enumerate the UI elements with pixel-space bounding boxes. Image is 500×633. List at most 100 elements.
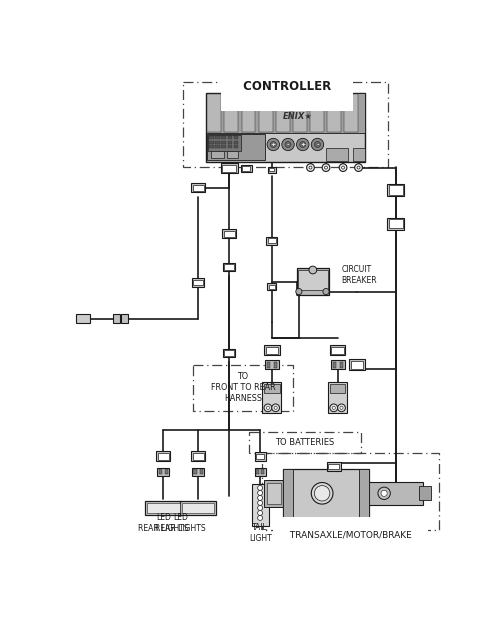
Bar	[147, 503, 180, 513]
Bar	[113, 314, 120, 323]
Bar	[222, 145, 226, 148]
Circle shape	[309, 166, 312, 169]
Bar	[254, 468, 266, 475]
Circle shape	[342, 166, 344, 169]
Bar	[192, 185, 203, 191]
Bar	[262, 470, 264, 474]
Bar	[224, 94, 238, 132]
Bar	[165, 469, 168, 475]
Circle shape	[378, 487, 390, 499]
Bar	[389, 219, 402, 229]
Bar	[209, 136, 214, 139]
Bar	[258, 94, 272, 132]
Bar	[387, 184, 404, 196]
Bar	[256, 470, 259, 474]
Bar	[242, 166, 250, 171]
Bar	[222, 165, 236, 172]
Bar	[353, 147, 365, 161]
Circle shape	[258, 496, 262, 500]
Bar	[327, 462, 340, 470]
Text: -: -	[286, 142, 290, 147]
Bar	[206, 134, 265, 160]
Bar	[270, 168, 274, 172]
Circle shape	[258, 510, 262, 515]
Bar	[274, 361, 277, 368]
Text: LED
REAR LIGHTS: LED REAR LIGHTS	[155, 513, 206, 532]
Circle shape	[274, 406, 277, 410]
Circle shape	[296, 289, 302, 294]
Circle shape	[258, 501, 262, 505]
Circle shape	[324, 166, 328, 169]
Text: +: +	[300, 142, 306, 147]
Bar	[264, 345, 280, 355]
Bar	[267, 482, 281, 504]
Bar	[224, 231, 234, 237]
Bar	[234, 136, 238, 139]
Bar	[332, 347, 344, 354]
Bar	[326, 147, 347, 161]
Circle shape	[258, 506, 262, 510]
Bar	[327, 94, 340, 132]
Circle shape	[322, 164, 330, 172]
Circle shape	[266, 406, 270, 410]
Circle shape	[258, 486, 262, 491]
Bar	[182, 82, 388, 167]
Bar	[223, 349, 235, 358]
Text: -: -	[316, 142, 319, 147]
Text: TRANSAXLE/MOTOR/BRAKE: TRANSAXLE/MOTOR/BRAKE	[287, 530, 414, 539]
Bar	[276, 94, 289, 132]
Bar	[262, 382, 281, 413]
Circle shape	[272, 404, 280, 411]
Bar	[194, 469, 196, 475]
Circle shape	[332, 406, 336, 410]
Bar	[200, 469, 203, 475]
Circle shape	[357, 166, 360, 169]
Bar	[267, 284, 276, 291]
Bar	[328, 463, 339, 469]
Circle shape	[338, 404, 345, 411]
Bar	[368, 482, 423, 505]
Circle shape	[282, 139, 294, 151]
Bar	[248, 432, 361, 453]
Bar	[208, 94, 222, 132]
Bar	[222, 229, 236, 239]
Bar	[242, 94, 256, 132]
Bar	[228, 141, 232, 144]
Circle shape	[312, 139, 324, 151]
Bar	[328, 382, 347, 413]
Bar	[264, 480, 283, 507]
Bar	[268, 167, 276, 173]
Bar	[284, 468, 368, 518]
Circle shape	[300, 141, 306, 147]
Bar	[212, 151, 224, 158]
Bar	[268, 239, 276, 243]
Bar	[266, 347, 278, 354]
Bar	[158, 453, 168, 460]
Circle shape	[309, 266, 316, 274]
Bar	[76, 314, 90, 323]
Bar	[330, 384, 345, 393]
Bar	[209, 141, 214, 144]
Bar	[351, 361, 363, 368]
Circle shape	[330, 404, 338, 411]
Bar	[146, 501, 181, 515]
Bar	[208, 135, 241, 151]
Bar	[192, 468, 204, 476]
Bar	[266, 361, 270, 368]
Bar	[156, 451, 170, 461]
Bar	[227, 151, 237, 158]
Circle shape	[312, 482, 333, 504]
Bar	[209, 145, 214, 148]
Circle shape	[306, 164, 314, 172]
Bar	[284, 468, 292, 518]
Text: -: -	[316, 142, 319, 147]
Circle shape	[323, 289, 329, 294]
Bar	[228, 136, 232, 139]
Bar	[264, 384, 280, 393]
Bar	[340, 361, 342, 368]
Bar	[206, 93, 365, 162]
Circle shape	[285, 141, 291, 147]
Text: LED
REAR LIGHTS: LED REAR LIGHTS	[138, 513, 188, 532]
Bar	[192, 278, 204, 287]
Text: +: +	[270, 142, 276, 147]
